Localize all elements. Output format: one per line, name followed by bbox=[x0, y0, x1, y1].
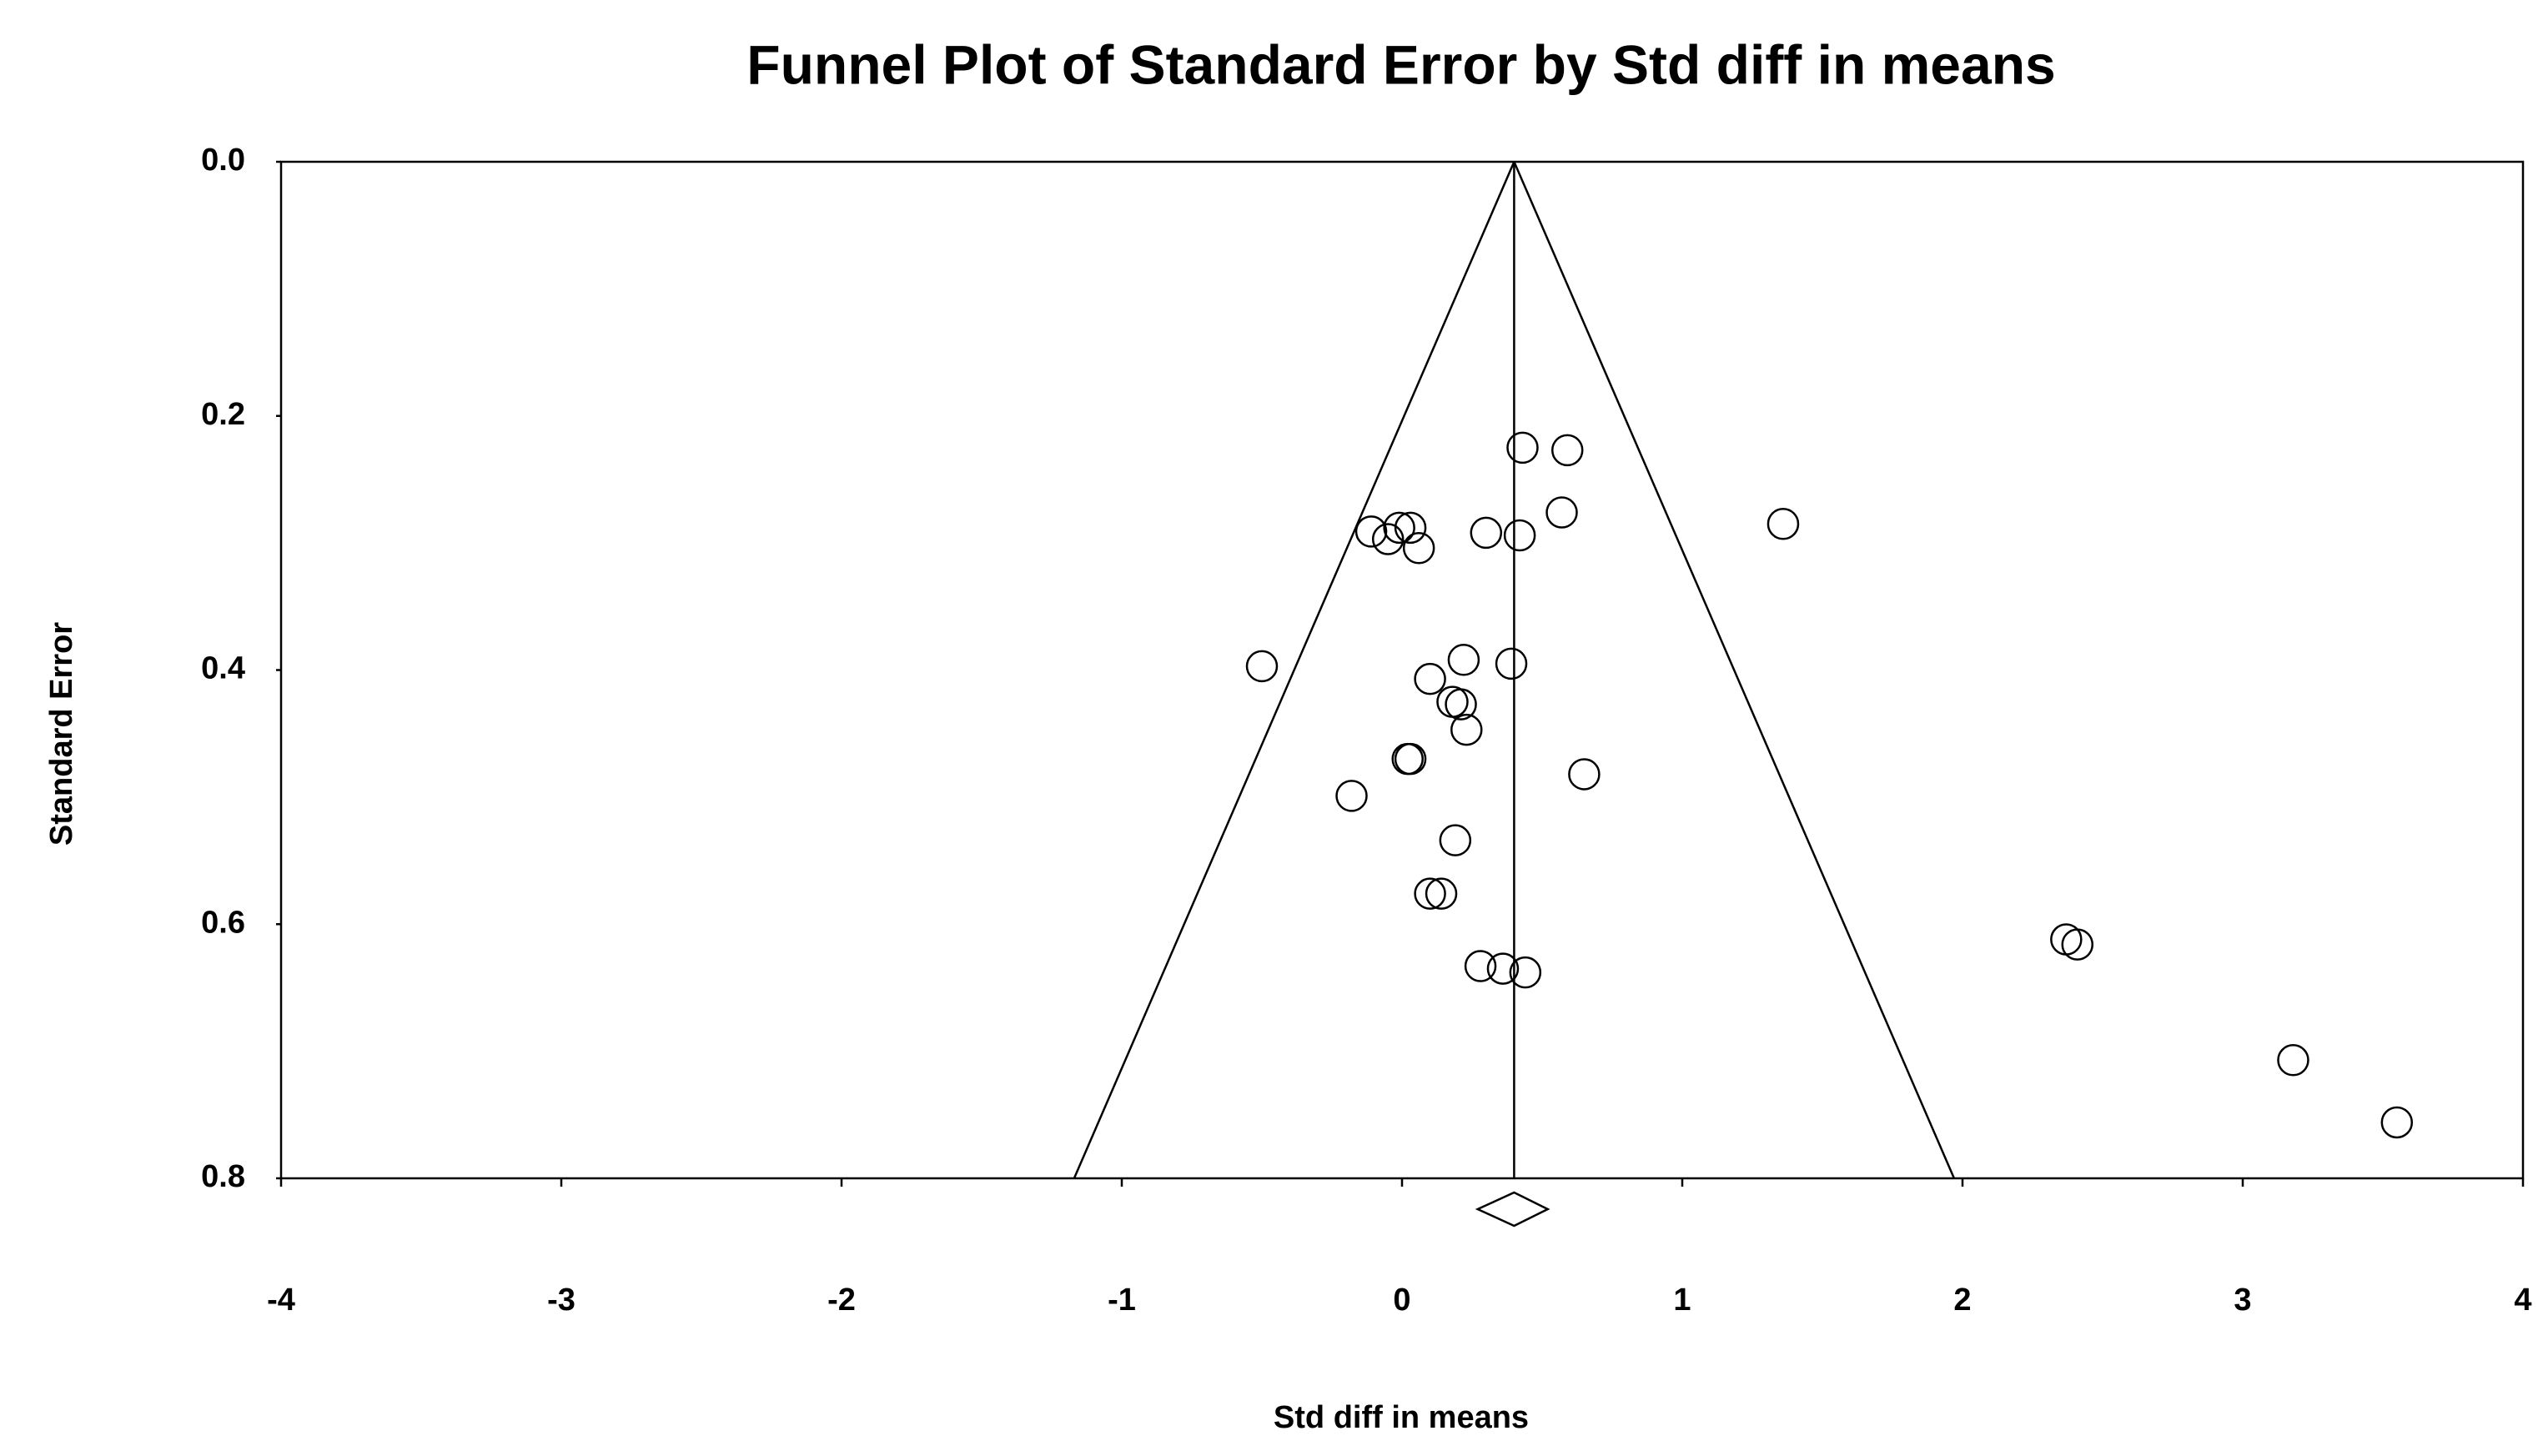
data-point bbox=[1550, 434, 1584, 467]
x-axis-label: Std diff in means bbox=[1274, 1400, 1529, 1435]
data-point bbox=[1767, 508, 1800, 540]
x-tick-label: 0 bbox=[1393, 1283, 1410, 1318]
data-point bbox=[1439, 824, 1472, 856]
y-tick-label: 0.4 bbox=[201, 651, 245, 686]
data-point bbox=[1383, 511, 1415, 545]
data-point bbox=[1402, 531, 1435, 565]
data-point bbox=[1354, 515, 1388, 548]
funnel-left-line bbox=[1073, 161, 1515, 1179]
x-tick-label: -3 bbox=[547, 1283, 575, 1318]
y-tick-label: 0.8 bbox=[201, 1159, 245, 1194]
x-tick-label: -4 bbox=[267, 1283, 295, 1318]
y-tick-label: 0.2 bbox=[201, 397, 245, 432]
data-point bbox=[1335, 780, 1368, 812]
y-tick-label: 0.0 bbox=[201, 143, 245, 178]
funnel-right-line bbox=[1513, 161, 1956, 1179]
data-point bbox=[1414, 662, 1446, 695]
data-point bbox=[1486, 952, 1520, 985]
x-tick-label: -2 bbox=[827, 1283, 856, 1318]
x-tick-label: 2 bbox=[1953, 1283, 1971, 1318]
data-point bbox=[1414, 877, 1446, 910]
data-point bbox=[2061, 928, 2094, 961]
data-point bbox=[1464, 950, 1497, 982]
data-point bbox=[1445, 688, 1477, 720]
data-point bbox=[1245, 650, 1279, 683]
y-axis-label: Standard Error bbox=[44, 622, 79, 846]
data-point bbox=[1503, 519, 1536, 552]
x-tick-label: 4 bbox=[2514, 1283, 2531, 1318]
data-point bbox=[1495, 647, 1528, 680]
data-point bbox=[1394, 742, 1427, 776]
data-point bbox=[1394, 511, 1427, 545]
data-point bbox=[1447, 644, 1480, 676]
data-point bbox=[1506, 431, 1539, 464]
x-tick-label: 1 bbox=[1673, 1283, 1691, 1318]
data-point bbox=[1450, 713, 1483, 746]
data-point bbox=[2277, 1044, 2309, 1077]
data-point bbox=[2380, 1106, 2414, 1139]
x-tick-label: -1 bbox=[1108, 1283, 1136, 1318]
data-point bbox=[1545, 496, 1578, 529]
y-tick-label: 0.6 bbox=[201, 905, 245, 940]
data-point bbox=[1425, 877, 1458, 910]
x-tick-label: 3 bbox=[2234, 1283, 2251, 1318]
data-point bbox=[1371, 523, 1405, 555]
chart-title: Funnel Plot of Standard Error by Std dif… bbox=[746, 33, 2055, 95]
data-point bbox=[1568, 758, 1601, 791]
data-point bbox=[1470, 516, 1503, 550]
summary-diamond bbox=[1475, 1191, 1550, 1228]
data-point bbox=[1509, 956, 1542, 989]
